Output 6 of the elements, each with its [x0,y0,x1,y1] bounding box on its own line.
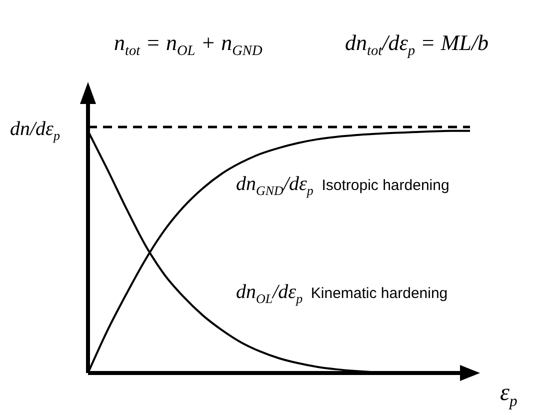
chart-title: n$_{tot}$ = n$_{OL}$ + n$_{GND}$ [114,30,263,59]
x-axis-title: ε$_{p}$ [500,380,518,410]
series-label: dn$_{GND}$/dε$_{p}$ Isotropic hardening [236,173,450,198]
text: dn$_{tot}$/dε$_{p}$ = ML/b [345,30,489,59]
series-label: dn$_{OL}$/dε$_{p}$ Kinematic hardening [236,281,448,306]
y-axis-title: dn/dε$_{p}$ [10,118,60,143]
